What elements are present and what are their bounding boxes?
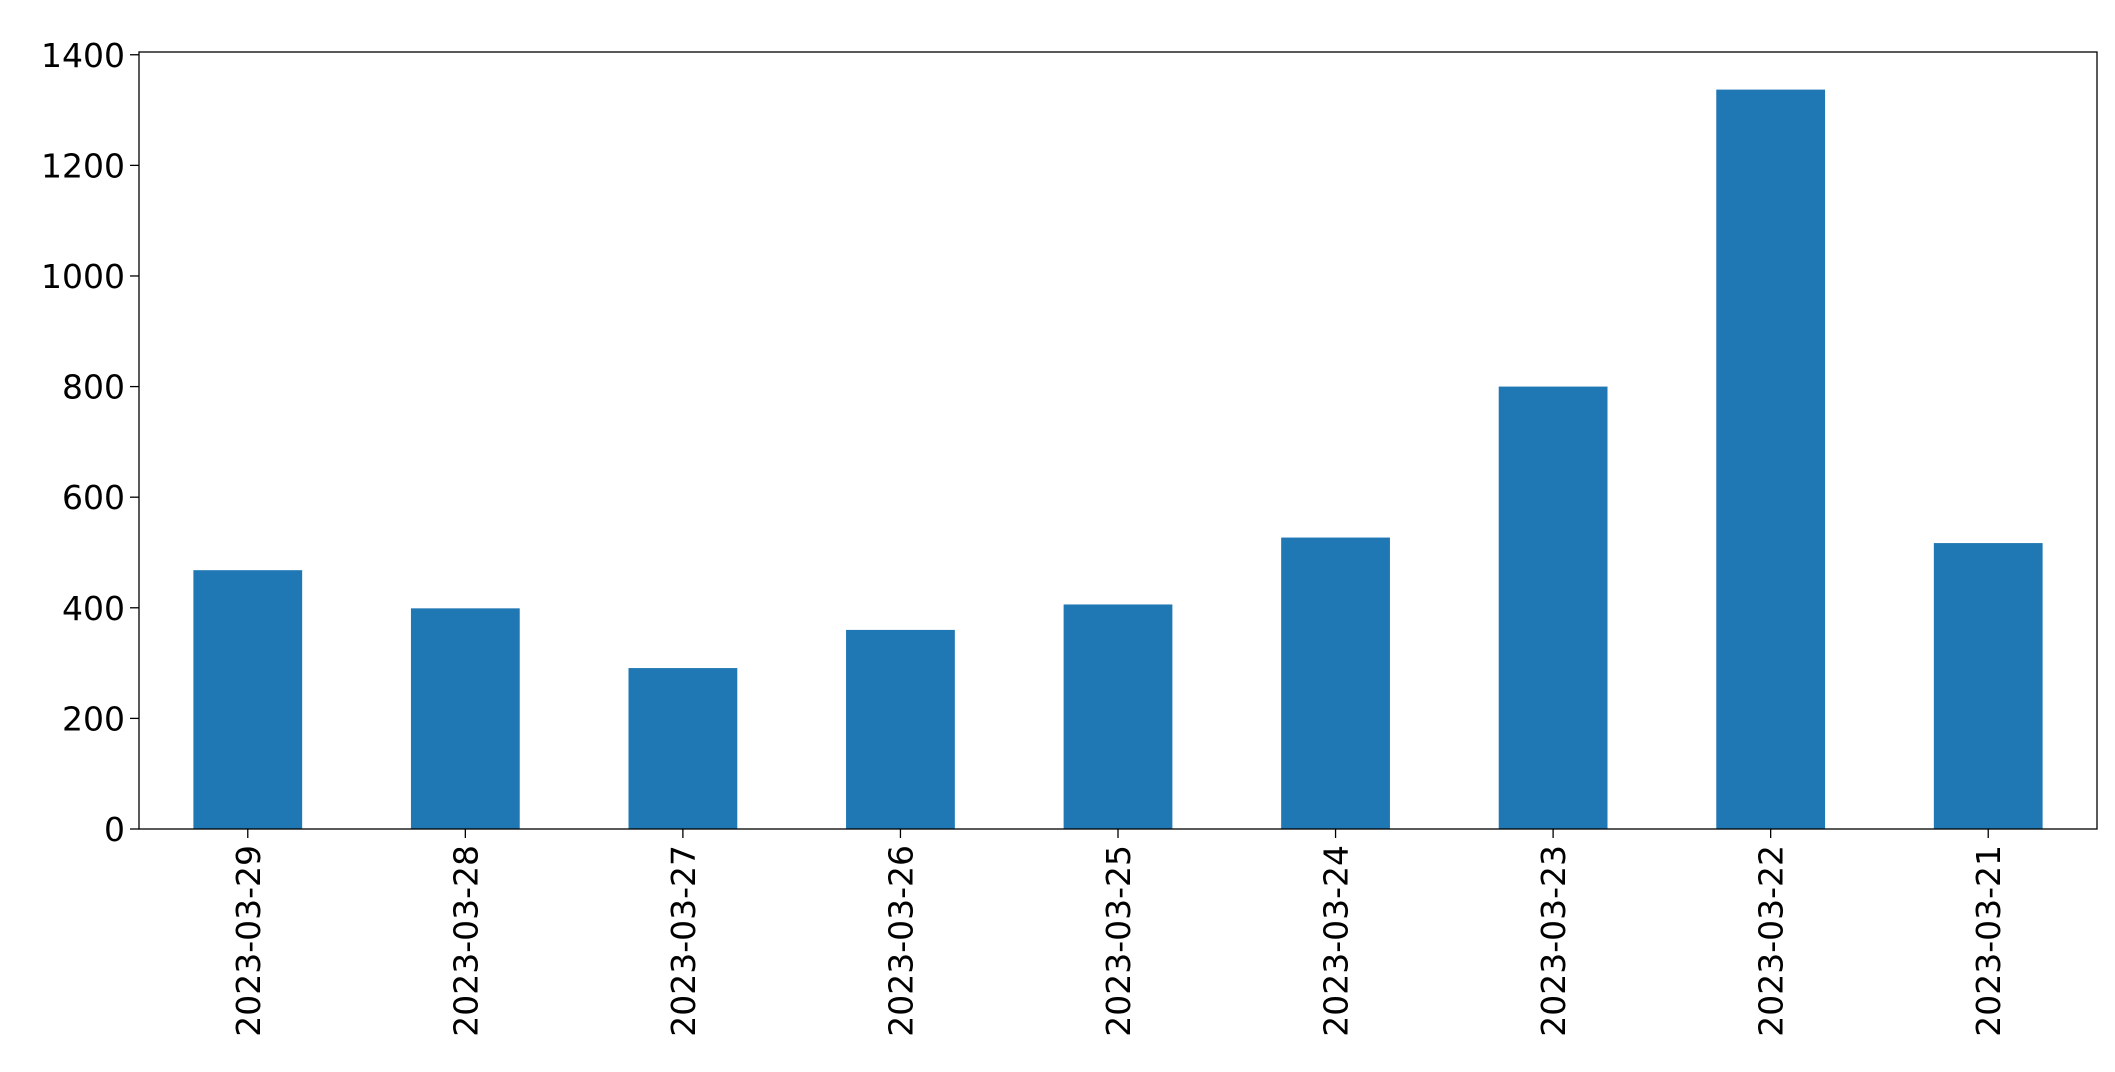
x-tick-label: 2023-03-24 <box>1317 845 1356 1037</box>
y-tick-label: 1000 <box>41 257 125 296</box>
y-tick-label: 200 <box>62 699 125 738</box>
bar <box>1498 386 1608 829</box>
bar <box>193 570 303 829</box>
x-tick-label: 2023-03-26 <box>881 845 920 1037</box>
y-tick-label: 400 <box>62 589 125 628</box>
x-tick-label: 2023-03-22 <box>1752 845 1791 1037</box>
x-tick-label: 2023-03-23 <box>1534 845 1573 1037</box>
y-tick-label: 600 <box>62 478 125 517</box>
bar <box>1716 89 1826 829</box>
bar <box>628 668 738 829</box>
y-tick-label: 1200 <box>41 146 125 185</box>
x-tick-label: 2023-03-21 <box>1969 845 2008 1037</box>
bar <box>410 608 520 829</box>
x-tick-label: 2023-03-29 <box>229 845 268 1037</box>
bar <box>1281 537 1390 829</box>
y-tick-label: 0 <box>104 810 125 849</box>
x-tick-label: 2023-03-27 <box>664 845 703 1037</box>
x-tick-label: 2023-03-25 <box>1099 845 1138 1037</box>
x-tick-label: 2023-03-28 <box>446 845 485 1037</box>
y-tick-label: 800 <box>62 368 125 407</box>
bar <box>846 629 955 829</box>
bar <box>1063 604 1173 829</box>
plot-frame <box>138 51 2098 830</box>
y-tick-label: 1400 <box>41 36 125 75</box>
bar <box>1933 543 2043 829</box>
